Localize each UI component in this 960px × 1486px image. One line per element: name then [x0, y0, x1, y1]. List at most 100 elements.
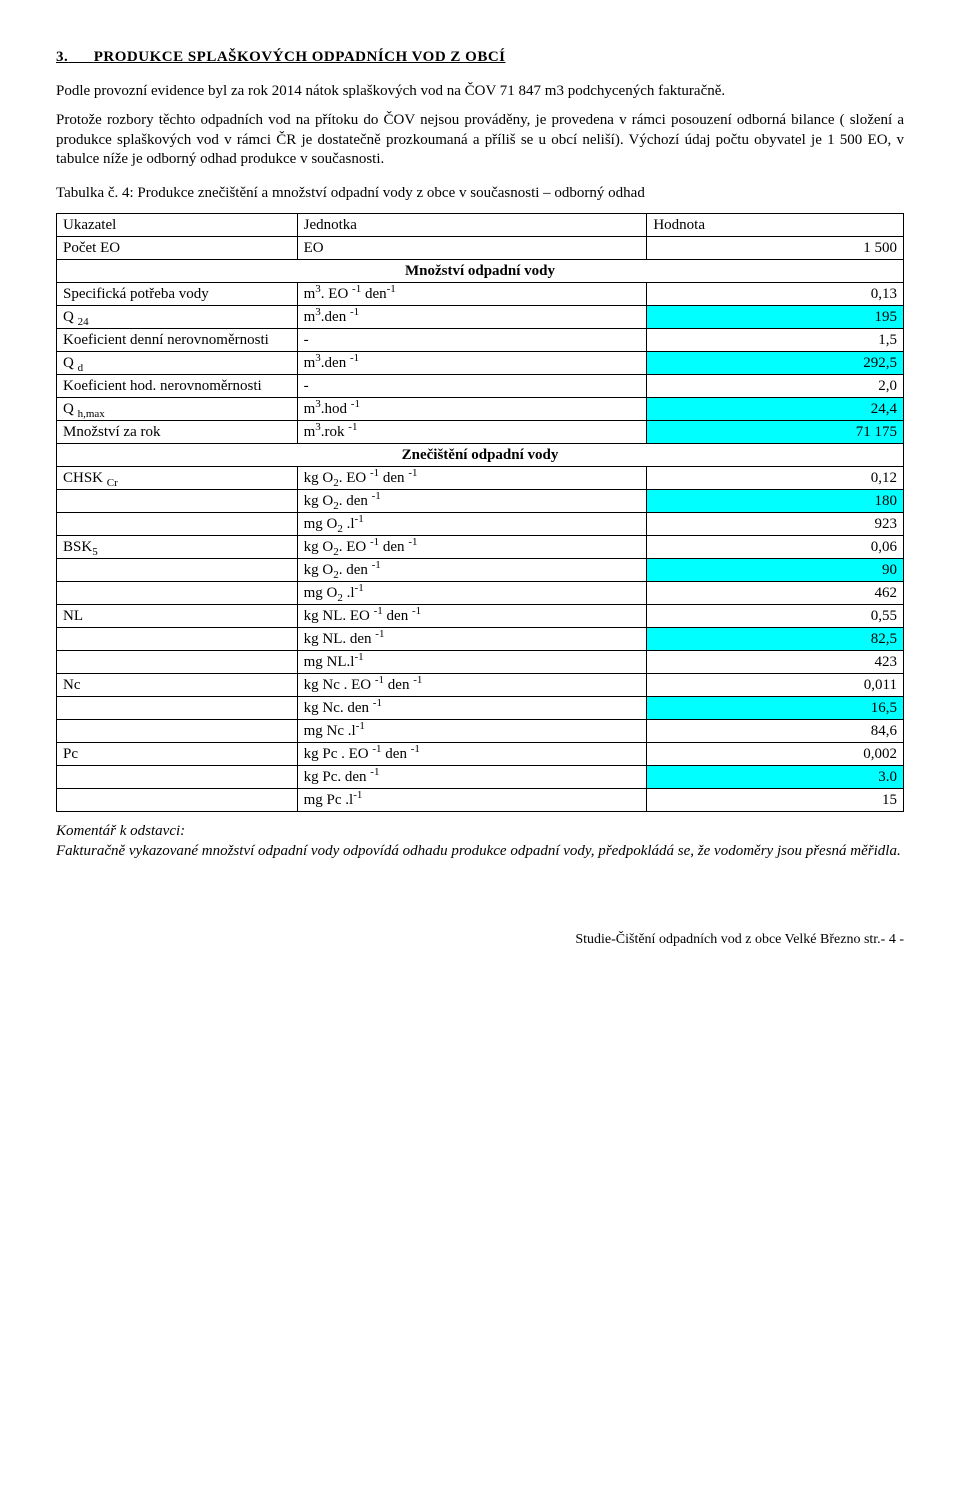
- cell-label: [57, 559, 298, 582]
- cell-value: 82,5: [647, 628, 904, 651]
- table-row: Q d m3.den -1 292,5: [57, 352, 904, 375]
- table-row: kg NL. den -1 82,5: [57, 628, 904, 651]
- cell-unit: mg O2 .l-1: [297, 513, 647, 536]
- cell-unit: kg O2. EO -1 den -1: [297, 467, 647, 490]
- table-row: mg O2 .l-1 462: [57, 582, 904, 605]
- table-section-row: Množství odpadní vody: [57, 260, 904, 283]
- cell-value: 90: [647, 559, 904, 582]
- cell-value: 423: [647, 651, 904, 674]
- cell-unit: kg Pc. den -1: [297, 766, 647, 789]
- cell-value: 16,5: [647, 697, 904, 720]
- cell-label: [57, 766, 298, 789]
- table-row: mg NL.l-1 423: [57, 651, 904, 674]
- table-row: CHSK Cr kg O2. EO -1 den -1 0,12: [57, 467, 904, 490]
- table-row: Specifická potřeba vody m3. EO -1 den-1 …: [57, 283, 904, 306]
- cell-unit: -: [297, 375, 647, 398]
- cell-unit: m3. EO -1 den-1: [297, 283, 647, 306]
- cell-value: 0,12: [647, 467, 904, 490]
- cell-unit: kg Nc. den -1: [297, 697, 647, 720]
- cell-value: 71 175: [647, 421, 904, 444]
- section-mnozstvi: Množství odpadní vody: [57, 260, 904, 283]
- cell-unit: kg O2. EO -1 den -1: [297, 536, 647, 559]
- table-row: mg Nc .l-1 84,6: [57, 720, 904, 743]
- cell-label: [57, 628, 298, 651]
- section-title-text: PRODUKCE SPLAŠKOVÝCH ODPADNÍCH VOD Z OBC…: [94, 49, 506, 65]
- cell-label: Pc: [57, 743, 298, 766]
- table-row: Q 24 m3.den -1 195: [57, 306, 904, 329]
- comment-title: Komentář k odstavci:: [56, 823, 185, 839]
- cell-unit: kg Pc . EO -1 den -1: [297, 743, 647, 766]
- table-row: kg O2. den -1 180: [57, 490, 904, 513]
- col-ukazatel: Ukazatel: [57, 214, 298, 237]
- cell-label: Q d: [57, 352, 298, 375]
- cell-label: Q 24: [57, 306, 298, 329]
- cell-label: [57, 697, 298, 720]
- table-row: Množství za rok m3.rok -1 71 175: [57, 421, 904, 444]
- cell-label: Nc: [57, 674, 298, 697]
- table-caption: Tabulka č. 4: Produkce znečištění a množ…: [56, 184, 904, 204]
- table-row: BSK5 kg O2. EO -1 den -1 0,06: [57, 536, 904, 559]
- cell-unit: kg Nc . EO -1 den -1: [297, 674, 647, 697]
- cell-unit: mg Pc .l-1: [297, 789, 647, 812]
- cell-unit: m3.rok -1: [297, 421, 647, 444]
- table-row: kg O2. den -1 90: [57, 559, 904, 582]
- table-row: mg Pc .l-1 15: [57, 789, 904, 812]
- cell-unit: EO: [297, 237, 647, 260]
- cell-value: 292,5: [647, 352, 904, 375]
- table-row: Pc kg Pc . EO -1 den -1 0,002: [57, 743, 904, 766]
- cell-value: 1,5: [647, 329, 904, 352]
- cell-value: 1 500: [647, 237, 904, 260]
- table-row: mg O2 .l-1 923: [57, 513, 904, 536]
- table-row: kg Pc. den -1 3.0: [57, 766, 904, 789]
- cell-label: [57, 789, 298, 812]
- table-row: Počet EO EO 1 500: [57, 237, 904, 260]
- cell-label: [57, 651, 298, 674]
- cell-value: 2,0: [647, 375, 904, 398]
- cell-value: 0,002: [647, 743, 904, 766]
- cell-label: Q h,max: [57, 398, 298, 421]
- col-jednotka: Jednotka: [297, 214, 647, 237]
- cell-unit: mg NL.l-1: [297, 651, 647, 674]
- cell-unit: kg NL. EO -1 den -1: [297, 605, 647, 628]
- cell-unit: m3.den -1: [297, 352, 647, 375]
- cell-label: [57, 582, 298, 605]
- cell-unit: -: [297, 329, 647, 352]
- cell-value: 195: [647, 306, 904, 329]
- cell-label: Koeficient denní nerovnoměrnosti: [57, 329, 298, 352]
- paragraph-1: Podle provozní evidence byl za rok 2014 …: [56, 82, 904, 102]
- section-znecisteni: Znečištění odpadní vody: [57, 444, 904, 467]
- cell-label: CHSK Cr: [57, 467, 298, 490]
- cell-value: 3.0: [647, 766, 904, 789]
- comment-block: Komentář k odstavci: Fakturačně vykazova…: [56, 822, 904, 861]
- table-section-row: Znečištění odpadní vody: [57, 444, 904, 467]
- page-footer: Studie-Čištění odpadních vod z obce Velk…: [56, 931, 904, 949]
- cell-unit: kg O2. den -1: [297, 559, 647, 582]
- cell-value: 0,011: [647, 674, 904, 697]
- cell-value: 923: [647, 513, 904, 536]
- section-number: 3.: [56, 49, 68, 65]
- cell-value: 0,06: [647, 536, 904, 559]
- cell-value: 180: [647, 490, 904, 513]
- cell-unit: mg O2 .l-1: [297, 582, 647, 605]
- table-row: Q h,max m3.hod -1 24,4: [57, 398, 904, 421]
- cell-label: [57, 720, 298, 743]
- table-row: Nc kg Nc . EO -1 den -1 0,011: [57, 674, 904, 697]
- cell-value: 462: [647, 582, 904, 605]
- data-table: Ukazatel Jednotka Hodnota Počet EO EO 1 …: [56, 213, 904, 812]
- paragraph-2: Protože rozbory těchto odpadních vod na …: [56, 111, 904, 170]
- cell-unit: kg O2. den -1: [297, 490, 647, 513]
- cell-unit: kg NL. den -1: [297, 628, 647, 651]
- cell-value: 15: [647, 789, 904, 812]
- cell-label: NL: [57, 605, 298, 628]
- cell-value: 0,55: [647, 605, 904, 628]
- cell-label: Počet EO: [57, 237, 298, 260]
- cell-unit: mg Nc .l-1: [297, 720, 647, 743]
- cell-unit: m3.hod -1: [297, 398, 647, 421]
- table-header-row: Ukazatel Jednotka Hodnota: [57, 214, 904, 237]
- comment-body: Fakturačně vykazované množství odpadní v…: [56, 843, 901, 859]
- cell-label: [57, 513, 298, 536]
- cell-label: [57, 490, 298, 513]
- section-heading: 3. PRODUKCE SPLAŠKOVÝCH ODPADNÍCH VOD Z …: [56, 48, 904, 68]
- cell-label: BSK5: [57, 536, 298, 559]
- cell-value: 24,4: [647, 398, 904, 421]
